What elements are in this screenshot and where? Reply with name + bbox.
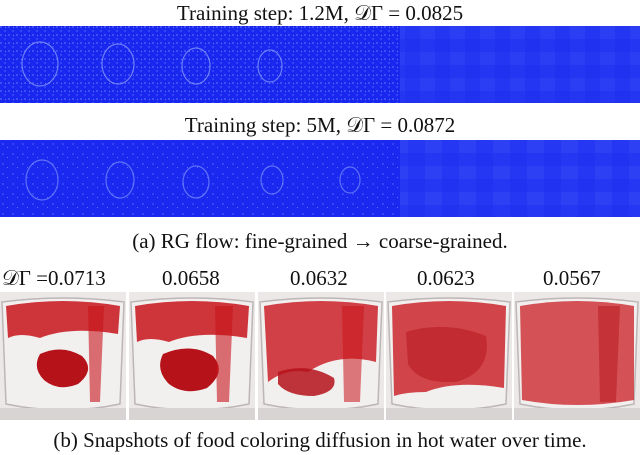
metric-label-5: 0.0567	[543, 266, 601, 290]
snapshot-5	[514, 292, 640, 420]
snapshot-2	[129, 292, 255, 420]
rg-flow-strip-1	[0, 26, 640, 103]
panel-a-caption: (a) RG flow: fine-grained → coarse-grain…	[132, 229, 508, 253]
strip-1-title: Training step: 1.2M, 𝒟Γ = 0.0825	[176, 1, 464, 25]
metric-label-1: 𝒟Γ =0.0713	[2, 266, 106, 290]
snapshot-4	[386, 292, 512, 420]
snapshot-3	[258, 292, 384, 420]
panel-b-caption: (b) Snapshots of food coloring diffusion…	[53, 428, 587, 452]
strip-2-title: Training step: 5M, 𝒟Γ = 0.0872	[184, 113, 456, 137]
metric-row: 𝒟Γ =0.0713 0.0658 0.0632 0.0623 0.0567	[0, 265, 640, 291]
snapshot-1	[0, 292, 126, 420]
rg-flow-strip-2	[0, 140, 640, 217]
metric-label-4: 0.0623	[417, 266, 475, 290]
diffusion-snapshots	[0, 292, 640, 420]
metric-label-3: 0.0632	[290, 266, 348, 290]
metric-label-2: 0.0658	[162, 266, 220, 290]
